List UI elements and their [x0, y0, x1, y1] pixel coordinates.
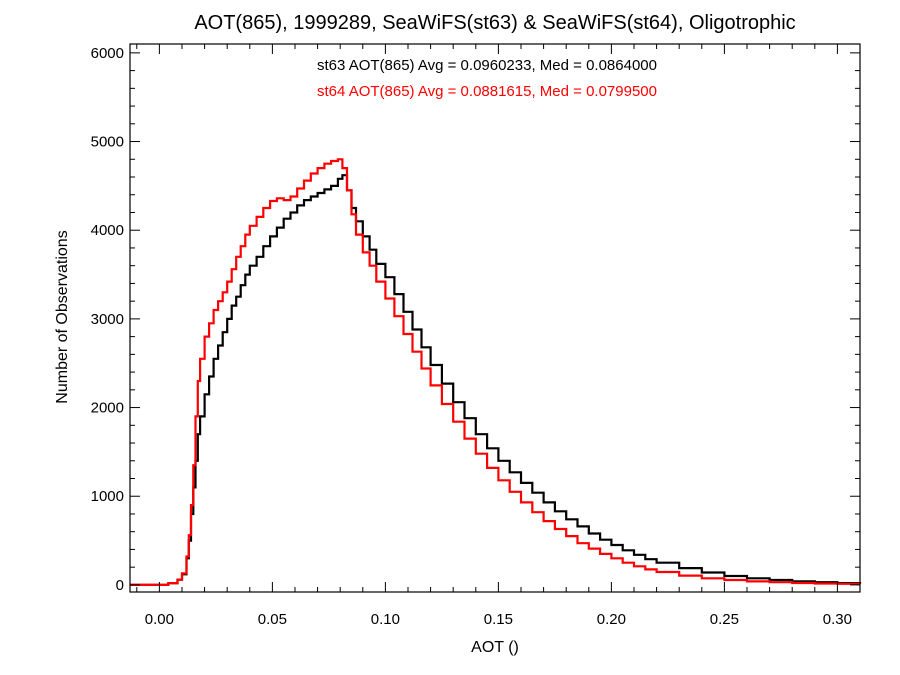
- y-tick-label: 6000: [91, 45, 124, 62]
- annotation-st64: st64 AOT(865) Avg = 0.0881615, Med = 0.0…: [317, 83, 657, 100]
- y-tick-label: 0: [116, 577, 124, 594]
- x-tick-label: 0.10: [371, 611, 400, 628]
- y-tick-label: 5000: [91, 134, 124, 151]
- x-tick-label: 0.05: [258, 611, 287, 628]
- y-tick-label: 1000: [91, 488, 124, 505]
- plot-frame: [129, 43, 861, 593]
- axes-layer: 0.00 0.05 0.10 0.15 0.20 0.25 0.30 0 1000 2000 300…: [91, 43, 861, 628]
- series-layer: [130, 158, 862, 586]
- x-tick-label: 0.25: [710, 611, 739, 628]
- x-tick-label: 0.15: [484, 611, 513, 628]
- annotation-st63: st63 AOT(865) Avg = 0.0960233, Med = 0.0…: [317, 57, 657, 74]
- x-tick-label: 0.30: [823, 611, 852, 628]
- x-tick-label: 0.00: [145, 611, 174, 628]
- series-line-1: [130, 158, 862, 586]
- x-tick-label: 0.20: [597, 611, 626, 628]
- x-axis-label: AOT (): [471, 639, 519, 656]
- series-line-0: [130, 174, 862, 586]
- y-tick-label: 3000: [91, 311, 124, 328]
- y-axis-label: Number of Observations: [54, 230, 71, 403]
- y-tick-label: 2000: [91, 400, 124, 417]
- y-tick-label: 4000: [91, 222, 124, 239]
- chart-title: AOT(865), 1999289, SeaWiFS(st63) & SeaWi…: [194, 12, 795, 34]
